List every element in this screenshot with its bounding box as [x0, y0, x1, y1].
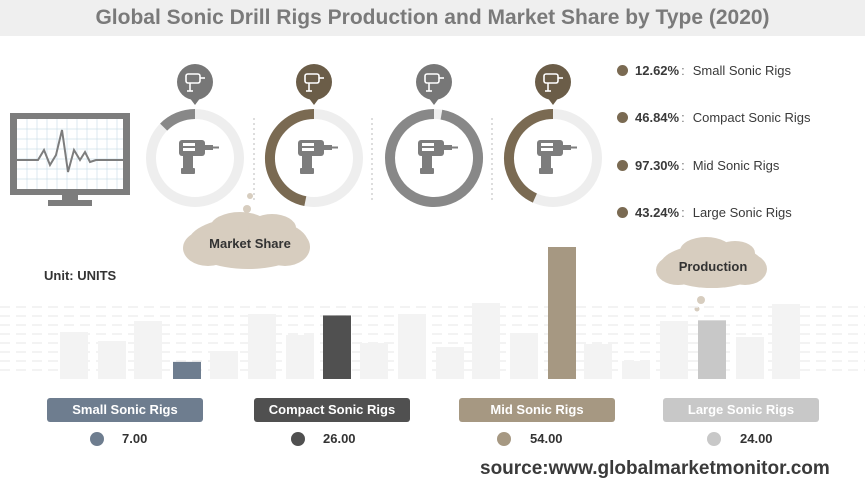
- decorative-bar: [584, 344, 612, 379]
- market-share-label: Market Share: [209, 236, 291, 251]
- ring-3: [385, 64, 483, 207]
- legend-percent: 97.30%: [635, 158, 680, 173]
- drill-badge: [535, 64, 571, 105]
- decorative-bar: [510, 333, 538, 379]
- legend-name: Mid Sonic Rigs: [692, 158, 780, 173]
- value-label-mid: 54.00: [530, 431, 563, 446]
- value-label-large: 24.00: [740, 431, 773, 446]
- ring-1: [146, 64, 244, 207]
- value-dot-large: [707, 432, 721, 446]
- decorative-bar: [736, 337, 764, 379]
- value-dot-small: [90, 432, 104, 446]
- drill-icon: [537, 140, 577, 174]
- legend-name: Large Sonic Rigs: [692, 205, 792, 220]
- production-bars: [173, 247, 726, 379]
- decorative-bar: [60, 332, 88, 379]
- ring-arc: [264, 109, 315, 207]
- decorative-bar: [210, 351, 238, 379]
- chart-title: Global Sonic Drill Rigs Production and M…: [95, 6, 770, 29]
- legend-item-small: 12.62%: Small Sonic Rigs: [617, 61, 791, 81]
- legend-dot: [617, 65, 628, 77]
- drill-icon: [298, 140, 338, 174]
- legend-item-compact: 46.84%: Compact Sonic Rigs: [617, 108, 811, 128]
- production-bar-1: [173, 361, 201, 379]
- ring-arc: [385, 109, 483, 207]
- background-bars: [0, 303, 865, 379]
- production-cloud: [656, 237, 767, 312]
- production-bar-3: [548, 247, 576, 379]
- category-label-large: Large Sonic Rigs: [663, 398, 819, 422]
- legend-percent: 12.62%: [635, 63, 680, 78]
- legend-separator: :: [681, 63, 685, 78]
- decorative-bar: [248, 314, 276, 379]
- decorative-bar: [98, 341, 126, 379]
- legend-name: Small Sonic Rigs: [692, 63, 791, 78]
- value-dot-mid: [497, 432, 511, 446]
- decorative-bar: [398, 314, 426, 379]
- ring-arc: [160, 109, 196, 131]
- legend-percent: 43.24%: [635, 205, 680, 220]
- legend-separator: :: [681, 205, 685, 220]
- category-label-small: Small Sonic Rigs: [47, 398, 203, 422]
- value-label-compact: 26.00: [323, 431, 356, 446]
- source-label: source:www.globalmarketmonitor.com: [480, 458, 830, 479]
- ring-dividers: [253, 118, 493, 200]
- value-label-small: 7.00: [122, 431, 148, 446]
- legend-name: Compact Sonic Rigs: [692, 110, 811, 125]
- drill-icon: [179, 140, 219, 174]
- drill-badge: [416, 64, 452, 105]
- drill-badge: [177, 64, 213, 105]
- legend-dot: [617, 160, 628, 172]
- drill-badge: [296, 64, 332, 105]
- legend-item-large: 43.24%: Large Sonic Rigs: [617, 203, 792, 223]
- ring-arc: [504, 109, 554, 203]
- decorative-bar: [622, 361, 650, 379]
- decorative-bar: [436, 347, 464, 379]
- market-share-cloud: [183, 193, 310, 269]
- decorative-bar: [286, 335, 314, 379]
- legend-dot: [617, 112, 628, 124]
- legend-percent: 46.84%: [635, 110, 680, 125]
- decorative-bar: [772, 304, 800, 379]
- decorative-bar: [360, 343, 388, 379]
- market-share-rings: [146, 64, 602, 207]
- legend-item-mid: 97.30%: Mid Sonic Rigs: [617, 156, 779, 176]
- ring-4: [504, 64, 602, 207]
- legend-separator: :: [681, 110, 685, 125]
- monitor-icon: [10, 113, 130, 206]
- production-bar-2: [323, 315, 351, 379]
- decorative-bar: [134, 321, 162, 379]
- decorative-bar: [472, 303, 500, 379]
- production-bar-4: [698, 320, 726, 379]
- unit-label: Unit: UNITS: [44, 268, 117, 283]
- ring-2: [264, 64, 363, 207]
- title-bar: [0, 0, 865, 36]
- production-label: Production: [678, 259, 748, 274]
- drill-icon: [418, 140, 458, 174]
- decorative-bar: [660, 321, 688, 379]
- category-label-compact: Compact Sonic Rigs: [254, 398, 410, 422]
- legend-separator: :: [681, 158, 685, 173]
- value-dot-compact: [291, 432, 305, 446]
- legend-dot: [617, 207, 628, 219]
- category-label-mid: Mid Sonic Rigs: [459, 398, 615, 422]
